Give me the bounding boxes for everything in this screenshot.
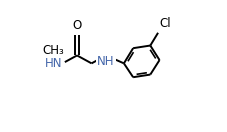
Text: HN: HN [45,57,62,70]
Text: NH: NH [97,55,114,68]
Text: CH₃: CH₃ [42,44,64,57]
Text: O: O [72,19,81,32]
Text: Cl: Cl [159,17,170,30]
